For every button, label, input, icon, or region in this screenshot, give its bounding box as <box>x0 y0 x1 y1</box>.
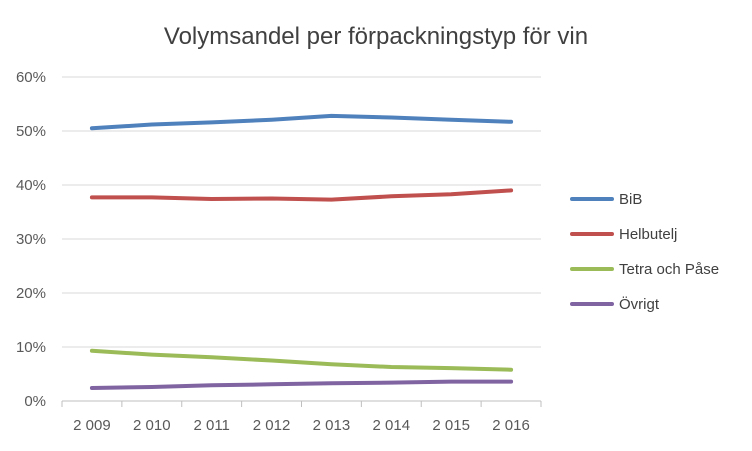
y-tick-label: 30% <box>16 231 46 248</box>
y-tick-label: 10% <box>16 339 46 356</box>
y-tick-label: 40% <box>16 177 46 194</box>
chart-title: Volymsandel per förpackningstyp för vin <box>164 23 588 50</box>
y-tick-label: 20% <box>16 285 46 302</box>
legend-label: Övrigt <box>619 295 660 313</box>
legend-label: Tetra och Påse <box>619 261 719 278</box>
series-lines <box>89 113 514 390</box>
x-tick-label: 2 011 <box>193 417 229 434</box>
y-tick-label: 60% <box>16 69 46 86</box>
legend-label: Helbutelj <box>619 226 677 243</box>
y-axis-ticks: 0% 10% 20% 30% 40% 50% 60% <box>16 69 46 410</box>
gridlines <box>62 76 541 402</box>
legend-label: BiB <box>619 191 642 208</box>
series-line-tetra-och-p-se <box>89 348 514 372</box>
x-tick-label: 2 016 <box>492 417 530 434</box>
legend: BiB Helbutelj Tetra och Påse Övrigt <box>570 191 719 313</box>
series-line-bib <box>89 113 514 131</box>
series-line-vrigt <box>89 379 514 390</box>
x-tick-label: 2 013 <box>313 417 351 434</box>
x-tick-label: 2 014 <box>373 417 411 434</box>
x-tick-label: 2 015 <box>432 417 470 434</box>
x-axis-ticks: 2 009 2 010 2 011 2 012 2 013 2 014 2 015 2 016 <box>61 401 542 434</box>
x-tick-label: 2 009 <box>73 417 111 434</box>
series-line-helbutelj <box>89 188 514 202</box>
y-tick-label: 50% <box>16 123 46 140</box>
x-tick-label: 2 012 <box>253 417 291 434</box>
x-tick-label: 2 010 <box>133 417 171 434</box>
y-tick-label: 0% <box>24 393 46 410</box>
